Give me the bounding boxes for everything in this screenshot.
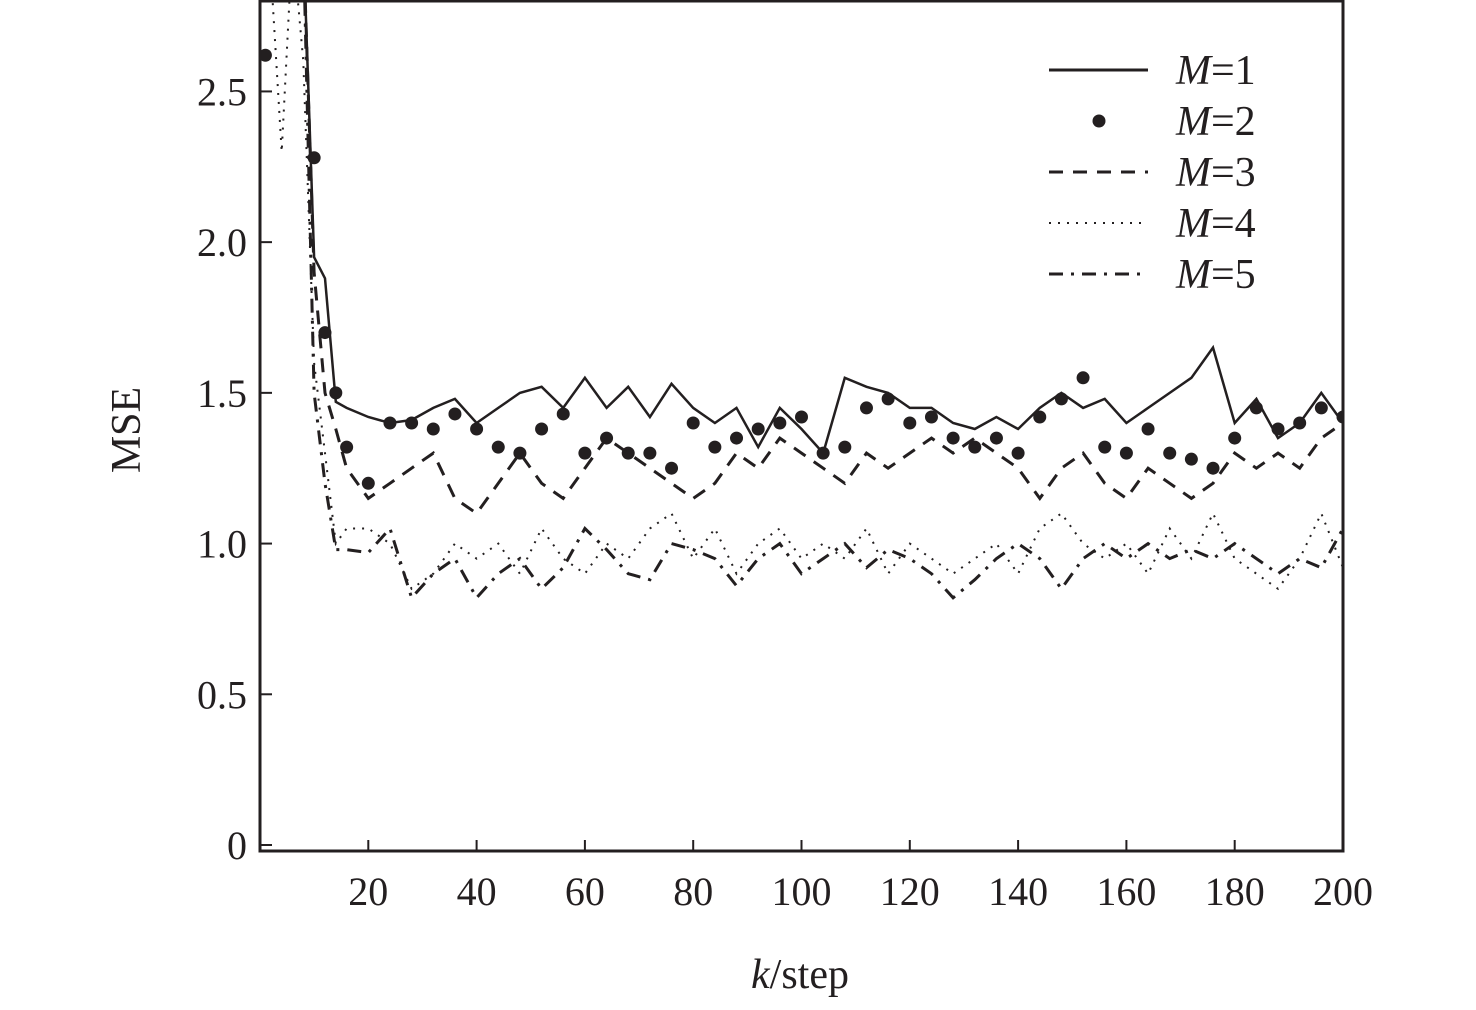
data-point (405, 416, 419, 430)
data-point (1184, 452, 1198, 466)
x-tick-label: 60 (565, 869, 605, 914)
data-point (1206, 461, 1220, 475)
series-m3 (303, 0, 1343, 516)
data-point (903, 416, 917, 430)
x-tick-label: 200 (1313, 869, 1373, 914)
data-point (730, 431, 744, 445)
data-point (1249, 401, 1263, 415)
data-point (318, 326, 332, 340)
data-point (1098, 440, 1112, 454)
data-point (924, 410, 938, 424)
data-point (1054, 392, 1068, 406)
data-point (1271, 422, 1285, 436)
legend-item-m5: M=5 (1049, 252, 1256, 298)
data-point (1293, 416, 1307, 430)
legend-item-m1: M=1 (1049, 48, 1256, 94)
data-point (340, 440, 354, 454)
data-point (1314, 401, 1328, 415)
data-point (556, 407, 570, 421)
x-tick-label: 160 (1096, 869, 1156, 914)
data-point (1033, 410, 1047, 424)
series-m1 (304, 0, 1343, 456)
series-line (303, 0, 1343, 601)
series-m5 (303, 0, 1343, 601)
x-tick-label: 100 (772, 869, 832, 914)
data-point (383, 416, 397, 430)
data-point (859, 401, 873, 415)
data-point (816, 446, 830, 460)
series-layer (260, 0, 1343, 601)
data-point (426, 422, 440, 436)
y-axis-label: MSE (104, 387, 150, 473)
data-point (665, 461, 679, 475)
x-tick-label: 40 (457, 869, 497, 914)
y-tick-label: 1.5 (197, 371, 247, 416)
legend-item-m2: M=2 (1092, 99, 1256, 145)
data-point (708, 440, 722, 454)
legend: M=1 M=2 M=3 M=4 M=5 (1049, 48, 1256, 298)
data-point (795, 410, 808, 424)
legend-label: M=1 (1175, 48, 1256, 94)
x-axis-label-var: k (751, 952, 771, 998)
series-line (303, 0, 1343, 516)
data-point (773, 416, 787, 430)
data-point (491, 440, 505, 454)
y-tick-label: 2.0 (197, 220, 247, 265)
series-m2 (260, 48, 1343, 490)
x-tick-label: 20 (348, 869, 388, 914)
data-point (1011, 446, 1025, 460)
legend-item-m4: M=4 (1049, 201, 1256, 247)
x-tick-label: 140 (988, 869, 1048, 914)
data-point (260, 48, 272, 62)
x-tick-label: 120 (880, 869, 940, 914)
data-point (968, 440, 982, 454)
axis-ticks: 20 40 60 80 100 120 140 160 180 200 0 0.5 1.0 1.5 2.0 2… (197, 69, 1373, 914)
legend-label: M=3 (1175, 150, 1256, 196)
data-point (578, 446, 592, 460)
legend-label: M=2 (1175, 99, 1256, 145)
x-axis-label-unit: /step (770, 952, 849, 998)
legend-marker (1092, 114, 1106, 128)
data-point (838, 440, 852, 454)
data-point (535, 422, 549, 436)
data-point (946, 431, 960, 445)
data-point (1141, 422, 1155, 436)
data-point (1119, 446, 1133, 460)
x-axis-label: k/step (751, 952, 849, 998)
y-tick-label: 1.0 (197, 522, 247, 567)
data-point (470, 422, 484, 436)
x-tick-label: 180 (1205, 869, 1265, 914)
data-point (1076, 371, 1090, 385)
data-point (1228, 431, 1242, 445)
legend-item-m3: M=3 (1049, 150, 1256, 196)
data-point (643, 446, 657, 460)
data-point (329, 386, 343, 400)
data-point (1163, 446, 1177, 460)
series-line (304, 0, 1343, 456)
data-point (751, 422, 765, 436)
legend-label: M=5 (1175, 252, 1256, 298)
legend-label: M=4 (1175, 201, 1256, 247)
y-tick-label: 0.5 (197, 672, 247, 717)
y-tick-label: 0 (227, 823, 247, 868)
data-point (686, 416, 700, 430)
x-tick-label: 80 (673, 869, 713, 914)
data-point (448, 407, 462, 421)
y-tick-label: 2.5 (197, 69, 247, 114)
data-point (989, 431, 1003, 445)
data-point (881, 392, 895, 406)
data-point (361, 476, 375, 490)
data-point (1336, 410, 1343, 424)
